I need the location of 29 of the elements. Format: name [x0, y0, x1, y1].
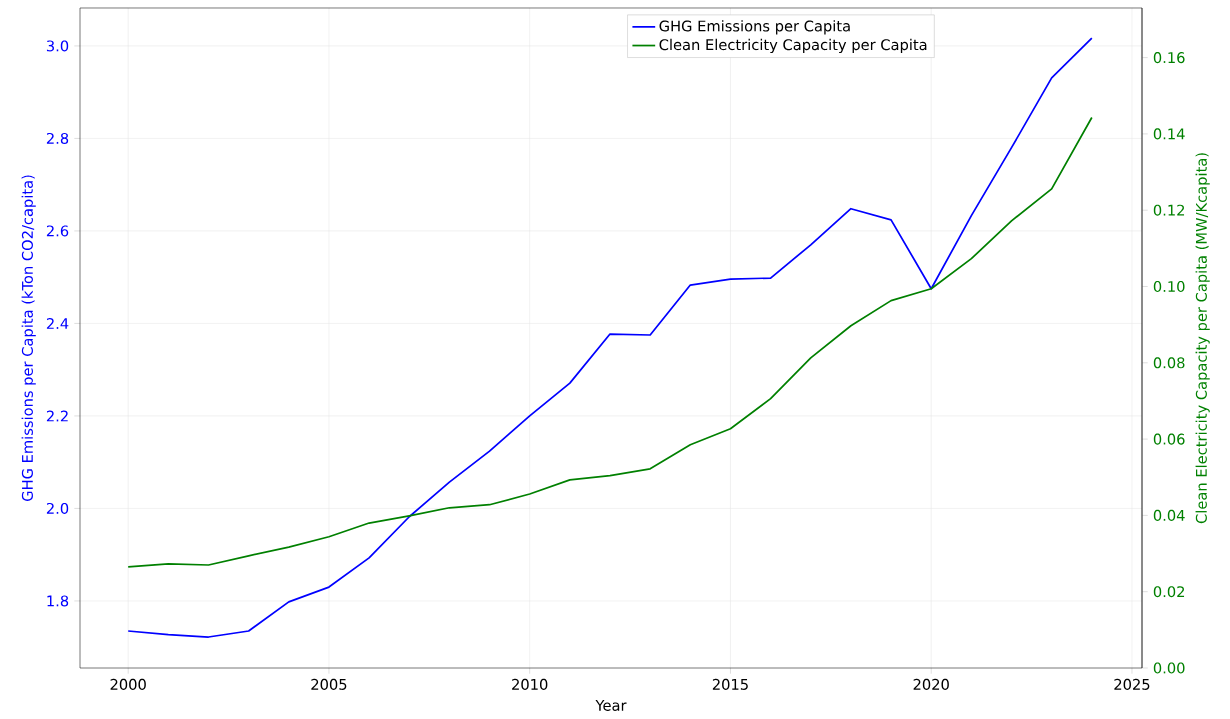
y2-tick-label: 0.00 — [1153, 662, 1185, 674]
x-tick-label: 2015 — [712, 678, 748, 690]
x-axis-title: Year — [595, 699, 627, 711]
y-tick-label: 2.4 — [46, 318, 69, 329]
y-tick-label: 1.8 — [47, 595, 69, 607]
y2-tick-label: 0.16 — [1153, 52, 1185, 64]
y2-tick-label: 0.08 — [1153, 357, 1185, 369]
x-tick-label: 2020 — [913, 678, 949, 690]
legend-label: GHG Emissions per Capita — [659, 20, 850, 35]
y2-tick-label: 0.10 — [1153, 280, 1185, 293]
y2-tick-label: 0.06 — [1153, 433, 1185, 445]
y-tick-label: 3.0 — [46, 40, 69, 52]
line-series — [127, 116, 1093, 568]
y2-tick-label: 0.14 — [1153, 128, 1185, 140]
line-series — [127, 37, 1093, 638]
y-tick-label: 2.8 — [46, 132, 69, 144]
y2-axis-title: Clean Electricity Capacity per Capita (MW/Kcapita) — [1195, 153, 1210, 524]
y2-tick-label: 0.02 — [1153, 586, 1185, 598]
x-tick-label: 2000 — [110, 678, 146, 690]
x-tick-label: 2010 — [512, 678, 548, 690]
x-tick-label: 2025 — [1114, 678, 1150, 690]
y2-tick-label: 0.04 — [1153, 509, 1185, 521]
x-tick-label: 2005 — [311, 678, 347, 690]
y-tick-label: 2.0 — [46, 502, 69, 514]
y-axis-title: GHG Emissions per Capita (kTon CO2/capita) — [21, 175, 36, 501]
y-tick-label: 2.2 — [46, 410, 68, 422]
legend-label: Clean Electricity Capacity per Capita — [659, 38, 927, 54]
y2-tick-label: 0.12 — [1153, 204, 1185, 216]
y-tick-label: 2.6 — [46, 225, 69, 237]
